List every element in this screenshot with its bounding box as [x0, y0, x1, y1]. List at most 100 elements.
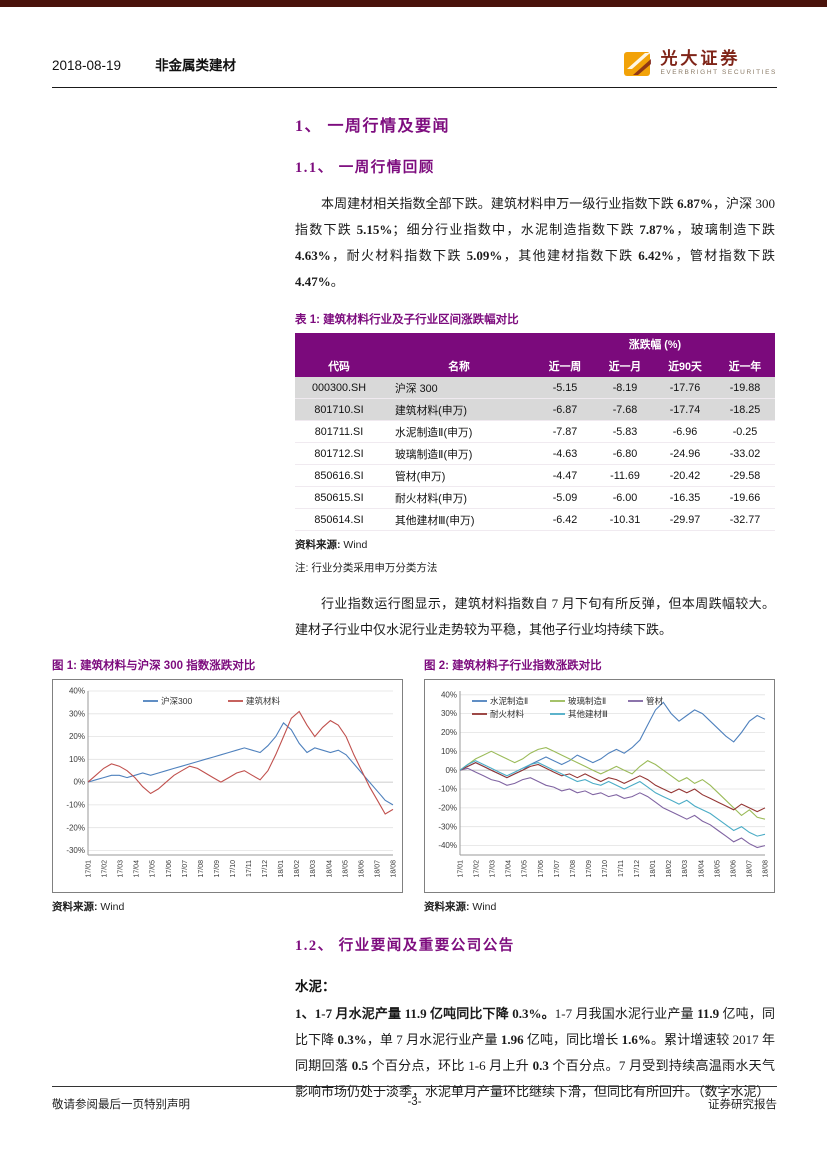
cell-year: -0.25: [732, 425, 758, 438]
cell-name: 建筑材料(申万): [383, 398, 535, 421]
svg-text:17/05: 17/05: [522, 860, 529, 878]
cell-90d: -24.96: [669, 447, 701, 460]
figure-2-source: 资料来源: Wind: [424, 901, 497, 913]
svg-text:18/03: 18/03: [682, 860, 689, 878]
svg-text:18/04: 18/04: [326, 860, 333, 878]
svg-text:沪深300: 沪深300: [161, 696, 192, 706]
paragraph-cement-news: 1、1-7 月水泥产量 11.9 亿吨同比下降 0.3%。1-7 月我国水泥行业…: [295, 1006, 775, 1099]
main-content: 1、 一周行情及要闻 1.1、 一周行情回顾 本周建材相关指数全部下跌。建筑材料…: [52, 100, 775, 1105]
cell-year: -19.66: [729, 491, 761, 504]
svg-text:20%: 20%: [441, 728, 457, 737]
index-performance-table: 涨跌幅 (%) 代码 名称 近一周 近一月 近90天 近一年 000300.SH…: [295, 333, 775, 531]
svg-text:-20%: -20%: [438, 804, 457, 813]
cell-month: -6.80: [612, 447, 638, 460]
section-1-2-title: 1.2、 行业要闻及重要公司公告: [295, 938, 515, 954]
cell-code: 850615.SI: [314, 491, 364, 504]
table-row: 850616.SI 管材(申万) -4.47 -11.69 -20.42 -29…: [295, 465, 775, 487]
cell-week: -6.87: [535, 398, 595, 421]
svg-text:17/01: 17/01: [458, 860, 465, 878]
col-header-code: 代码: [295, 355, 383, 377]
svg-text:其他建材Ⅲ: 其他建材Ⅲ: [568, 709, 608, 719]
svg-text:17/08: 17/08: [198, 860, 205, 878]
svg-text:17/12: 17/12: [634, 860, 641, 878]
cement-heading: 水泥：: [295, 979, 336, 994]
svg-text:17/09: 17/09: [214, 860, 221, 878]
cell-name: 其他建材Ⅲ(申万): [395, 514, 475, 527]
svg-text:17/10: 17/10: [230, 860, 237, 878]
svg-text:-30%: -30%: [66, 846, 85, 855]
cell-week: -4.47: [552, 469, 578, 482]
footer-report-type: 证券研究报告: [708, 1099, 777, 1111]
table-note: 注: 行业分类采用申万分类方法: [295, 562, 438, 574]
group-header-empty: [295, 333, 535, 355]
svg-text:17/02: 17/02: [102, 860, 109, 878]
svg-text:17/11: 17/11: [246, 860, 253, 877]
cell-name: 沪深 300: [383, 377, 535, 399]
svg-text:18/05: 18/05: [342, 860, 349, 878]
table-header-row: 代码 名称 近一周 近一月 近90天 近一年: [295, 355, 775, 377]
svg-text:17/12: 17/12: [262, 860, 269, 878]
svg-text:17/09: 17/09: [586, 860, 593, 878]
cell-code: 801711.SI: [314, 425, 364, 438]
svg-text:18/08: 18/08: [391, 860, 398, 878]
cell-month: -11.69: [610, 469, 640, 482]
svg-text:玻璃制造Ⅱ: 玻璃制造Ⅱ: [568, 696, 606, 706]
svg-text:18/01: 18/01: [650, 860, 657, 878]
cell-code: 801710.SI: [295, 398, 383, 421]
svg-text:18/06: 18/06: [358, 860, 365, 878]
section-1-1-title: 1.1、 一周行情回顾: [295, 160, 435, 176]
svg-text:18/07: 18/07: [374, 860, 381, 878]
figure-1-title: 图 1: 建筑材料与沪深 300 指数涨跌对比: [52, 660, 256, 672]
table-row: 850615.SI 耐火材料(申万) -5.09 -6.00 -16.35 -1…: [295, 487, 775, 509]
table-row: 000300.SH 沪深 300 -5.15 -8.19 -17.76 -19.…: [295, 377, 775, 399]
svg-text:18/02: 18/02: [666, 860, 673, 878]
figure-1-source: 资料来源: Wind: [52, 901, 125, 913]
cell-year: -19.88: [715, 377, 775, 399]
svg-text:0%: 0%: [445, 766, 457, 775]
figure-1-box: -30% -20% -10% 0% 10% 20% 30% 40% 17/01 17/02 17/0…: [52, 679, 403, 893]
group-header-change: 涨跌幅 (%): [535, 333, 775, 355]
figures-row: 图 1: 建筑材料与沪深 300 指数涨跌对比 -30% -20% -10% 0% 10…: [52, 657, 775, 914]
svg-text:17/06: 17/06: [538, 860, 545, 878]
everbright-logo-icon: [624, 51, 652, 76]
cell-code: 850614.SI: [314, 513, 364, 526]
svg-text:18/08: 18/08: [763, 860, 770, 878]
svg-text:17/01: 17/01: [86, 860, 93, 878]
top-accent-bar: [0, 0, 827, 7]
figure-1-chart: -30% -20% -10% 0% 10% 20% 30% 40% 17/01 17/02 17/0…: [66, 687, 398, 878]
col-header-week: 近一周: [535, 355, 595, 377]
table-1-title: 表 1: 建筑材料行业及子行业区间涨跌幅对比: [295, 314, 519, 326]
table-row: 801710.SI 建筑材料(申万) -6.87 -7.68 -17.74 -1…: [295, 398, 775, 421]
cell-week: -7.87: [552, 425, 578, 438]
table-source: 资料来源: Wind: [295, 539, 368, 551]
svg-text:17/02: 17/02: [474, 860, 481, 878]
svg-text:40%: 40%: [441, 690, 457, 699]
svg-text:30%: 30%: [69, 709, 85, 718]
svg-text:17/07: 17/07: [182, 860, 189, 878]
svg-text:17/10: 17/10: [602, 860, 609, 878]
svg-text:17/04: 17/04: [134, 860, 141, 878]
cell-year: -18.25: [715, 398, 775, 421]
brand-logo: 光大证券 EVERBRIGHT SECURITIES: [623, 50, 777, 77]
section-1-title: 1、 一周行情及要闻: [295, 118, 451, 135]
svg-text:-10%: -10%: [66, 801, 85, 810]
logo-text: 光大证券 EVERBRIGHT SECURITIES: [660, 50, 777, 77]
svg-text:-10%: -10%: [438, 785, 457, 794]
cell-week: -5.15: [535, 377, 595, 399]
svg-text:17/03: 17/03: [490, 860, 497, 878]
page-header: 2018-08-19 非金属类建材 光大证券 EVERBRIGHT SECURI…: [52, 40, 777, 88]
svg-text:10%: 10%: [69, 755, 85, 764]
svg-text:17/11: 17/11: [618, 860, 625, 877]
svg-text:10%: 10%: [441, 747, 457, 756]
table-row: 850614.SI 其他建材Ⅲ(申万) -6.42 -10.31 -29.97 …: [295, 509, 775, 531]
cell-year: -32.77: [729, 513, 761, 526]
report-category: 非金属类建材: [155, 57, 237, 73]
cell-month: -8.19: [595, 377, 655, 399]
svg-text:-30%: -30%: [438, 822, 457, 831]
svg-text:17/08: 17/08: [570, 860, 577, 878]
svg-text:18/02: 18/02: [294, 860, 301, 878]
col-header-name: 名称: [383, 355, 535, 377]
figure-1: 图 1: 建筑材料与沪深 300 指数涨跌对比 -30% -20% -10% 0% 10…: [52, 657, 403, 914]
svg-text:管材: 管材: [646, 696, 664, 706]
